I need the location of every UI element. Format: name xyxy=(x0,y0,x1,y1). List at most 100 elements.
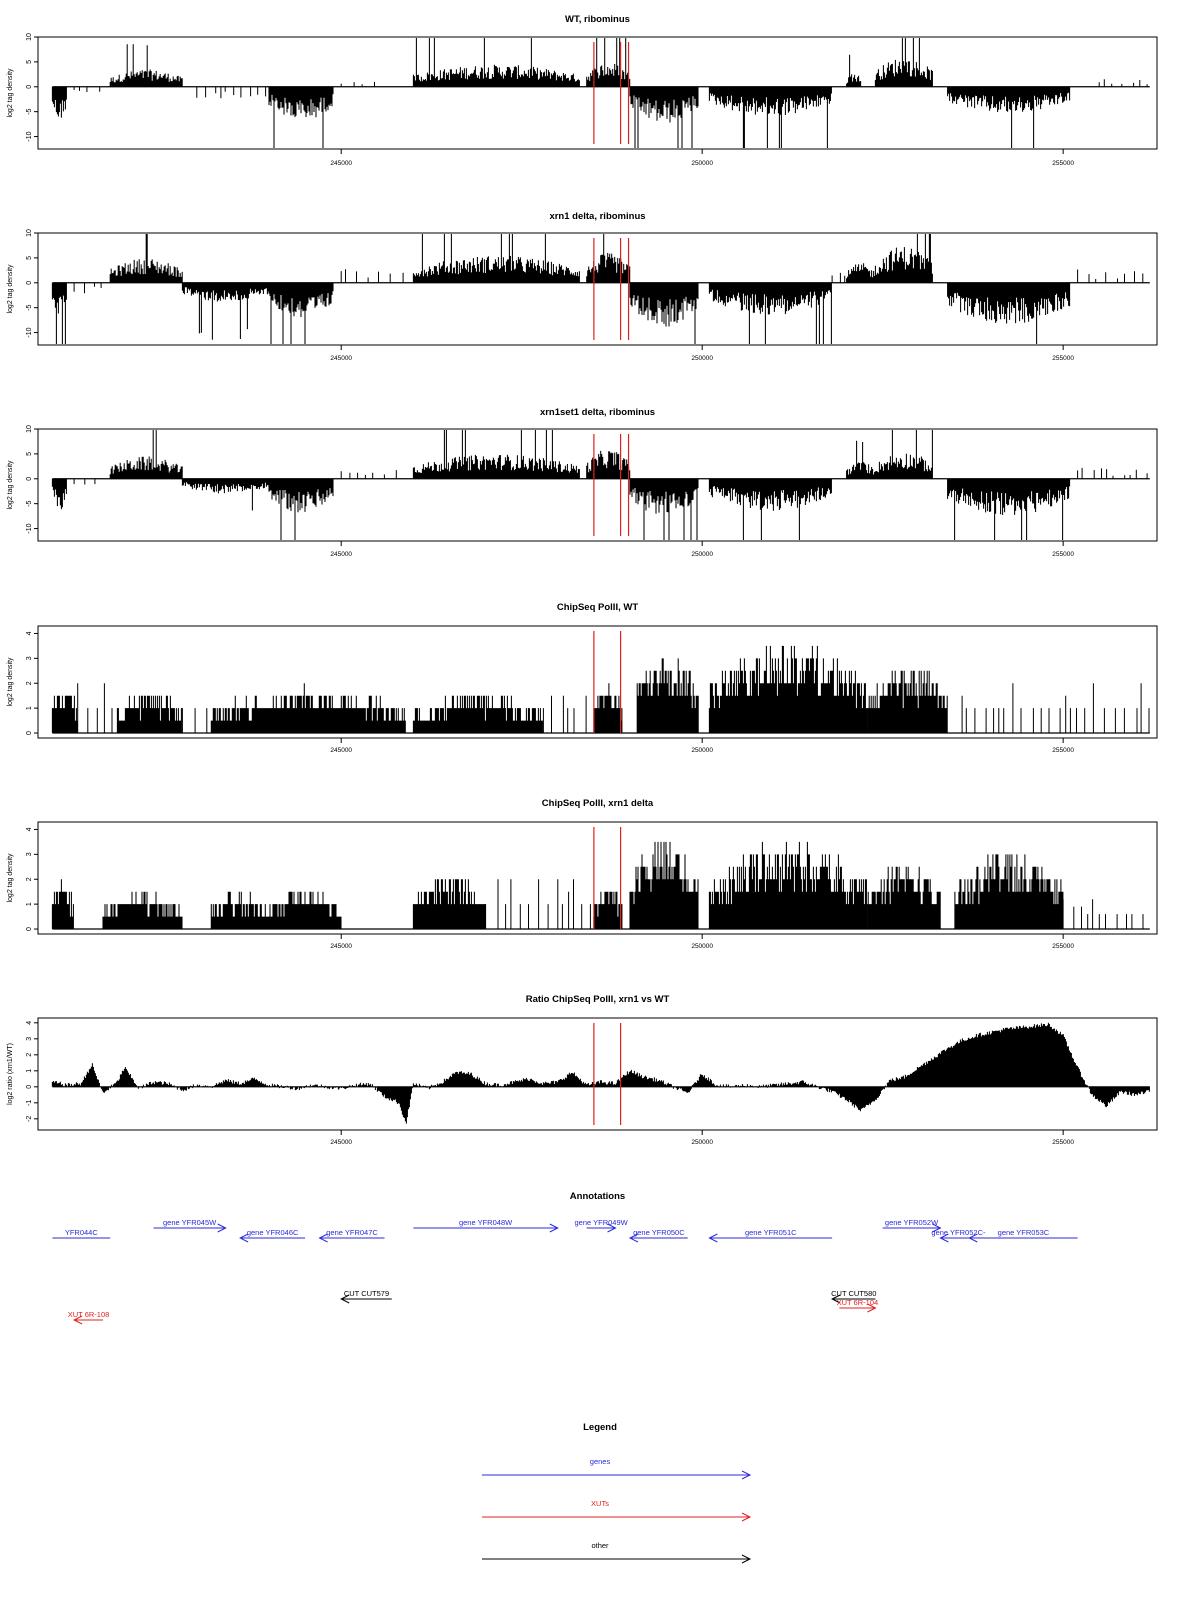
x-tick-label: 250000 xyxy=(691,160,713,167)
y-axis-label: log2 ratio (xrn1/WT) xyxy=(7,1043,14,1105)
x-tick-label: 250000 xyxy=(691,943,713,950)
annotation-label: gene YFR052C- xyxy=(931,1228,986,1237)
panel-title: ChipSeq PolII, WT xyxy=(557,602,638,613)
x-tick-label: 255000 xyxy=(1052,943,1074,950)
signal-bars xyxy=(636,658,699,733)
arrow-head-right xyxy=(217,1223,227,1233)
signal-bars xyxy=(340,269,404,283)
y-axis-label: log2 tag density xyxy=(7,68,14,118)
x-tick-label: 250000 xyxy=(691,355,713,362)
y-tick-label: 4 xyxy=(26,631,33,635)
annotation-label: gene YFR046C xyxy=(247,1228,299,1237)
annotation-label: gene YFR050C xyxy=(633,1228,685,1237)
signal-bars xyxy=(51,282,67,344)
x-tick-label: 255000 xyxy=(1052,160,1074,167)
arrow-head-right xyxy=(741,1554,752,1564)
signal-bars xyxy=(629,86,699,148)
legend-title: Legend xyxy=(583,1422,617,1433)
y-tick-label: -5 xyxy=(26,500,33,506)
plot-frame xyxy=(37,232,1158,346)
signal-bars xyxy=(542,695,587,733)
signal-bars xyxy=(181,708,208,733)
x-tick-label: 250000 xyxy=(691,551,713,558)
y-tick-label: 0 xyxy=(26,927,33,931)
signal-bars xyxy=(846,440,876,479)
legend-entry-arrow xyxy=(482,1512,752,1522)
y-tick-label: -10 xyxy=(26,131,33,141)
x-tick-label: 255000 xyxy=(1052,747,1074,754)
annotation-label: CUT CUT579 xyxy=(344,1289,389,1298)
arrow-head-right xyxy=(741,1470,752,1480)
signal-bars xyxy=(210,683,406,733)
signal-bars xyxy=(874,38,933,87)
x-tick-label: 245000 xyxy=(330,747,352,754)
annotation-arrow xyxy=(831,1294,876,1304)
panel-title: xrn1 delta, ribominus xyxy=(549,211,645,222)
signal-bars xyxy=(412,38,580,87)
signal-bars xyxy=(586,38,631,87)
panel-title: WT, ribominus xyxy=(565,14,630,25)
signal-bars xyxy=(954,854,1064,929)
annotation-arrow xyxy=(586,1223,617,1233)
signal-bars xyxy=(340,470,397,479)
arrow-head-right xyxy=(549,1223,559,1233)
plot-frame xyxy=(37,821,1158,935)
signal-bars xyxy=(1077,467,1148,479)
x-tick-label: 245000 xyxy=(330,355,352,362)
signal-bars xyxy=(867,866,941,929)
legend-entry-label: other xyxy=(591,1541,609,1550)
plot-frame xyxy=(37,625,1158,739)
plot-frame xyxy=(37,1017,1158,1131)
track-panel-5 xyxy=(34,821,1158,939)
track-panel-1 xyxy=(34,36,1158,154)
y-tick-label: 3 xyxy=(26,656,33,660)
signal-bars xyxy=(116,695,182,733)
annotation-arrow xyxy=(340,1294,392,1304)
signal-bars xyxy=(629,478,699,540)
signal-bars xyxy=(73,86,101,92)
signal-bars xyxy=(210,891,269,929)
signal-bars xyxy=(102,891,183,929)
signal-bars xyxy=(196,86,267,99)
legend-entry-label: genes xyxy=(590,1457,611,1466)
annotation-arrow xyxy=(968,1233,1078,1243)
track-panel-4 xyxy=(34,625,1158,743)
y-tick-label: 0 xyxy=(26,281,33,285)
signal-bars xyxy=(51,86,67,118)
signal-bars xyxy=(340,81,375,87)
y-tick-label: 1 xyxy=(26,706,33,710)
signal-bars xyxy=(109,234,183,283)
signal-bars xyxy=(1069,683,1150,733)
signal-bars xyxy=(51,879,74,929)
annotation-label: XUT 6R-108 xyxy=(68,1310,110,1319)
signal-bars xyxy=(874,234,933,283)
arrow-head-left xyxy=(239,1233,249,1243)
signal-bars xyxy=(961,683,1067,733)
y-tick-label: -10 xyxy=(26,523,33,533)
y-tick-label: 3 xyxy=(26,1037,33,1041)
signal-bars xyxy=(181,478,269,511)
annotation-label: gene YFR048W xyxy=(459,1218,513,1227)
signal-bars xyxy=(412,695,543,733)
arrow-head-right xyxy=(741,1512,752,1522)
annotation-label: gene YFR053C xyxy=(998,1228,1050,1237)
signal-bars xyxy=(629,282,699,344)
plot-frame xyxy=(37,428,1158,542)
signal-bars xyxy=(51,695,78,733)
signal-bars xyxy=(73,282,102,294)
y-tick-label: 2 xyxy=(26,1053,33,1057)
signal-bars xyxy=(1077,269,1144,283)
panel-title: ChipSeq PolII, xrn1 delta xyxy=(542,798,654,809)
signal-bars xyxy=(1098,79,1148,87)
legend-entry-label: XUTs xyxy=(591,1499,609,1508)
signal-bars xyxy=(831,272,846,283)
y-tick-label: 10 xyxy=(26,229,33,237)
y-axis-label: log2 tag density xyxy=(7,853,14,903)
signal-bars xyxy=(268,86,334,148)
signal-bars xyxy=(268,891,342,929)
y-axis-label: log2 tag density xyxy=(7,460,14,510)
signal-bars xyxy=(268,478,334,540)
arrow-head-left xyxy=(72,1315,83,1325)
y-tick-label: 10 xyxy=(26,33,33,41)
